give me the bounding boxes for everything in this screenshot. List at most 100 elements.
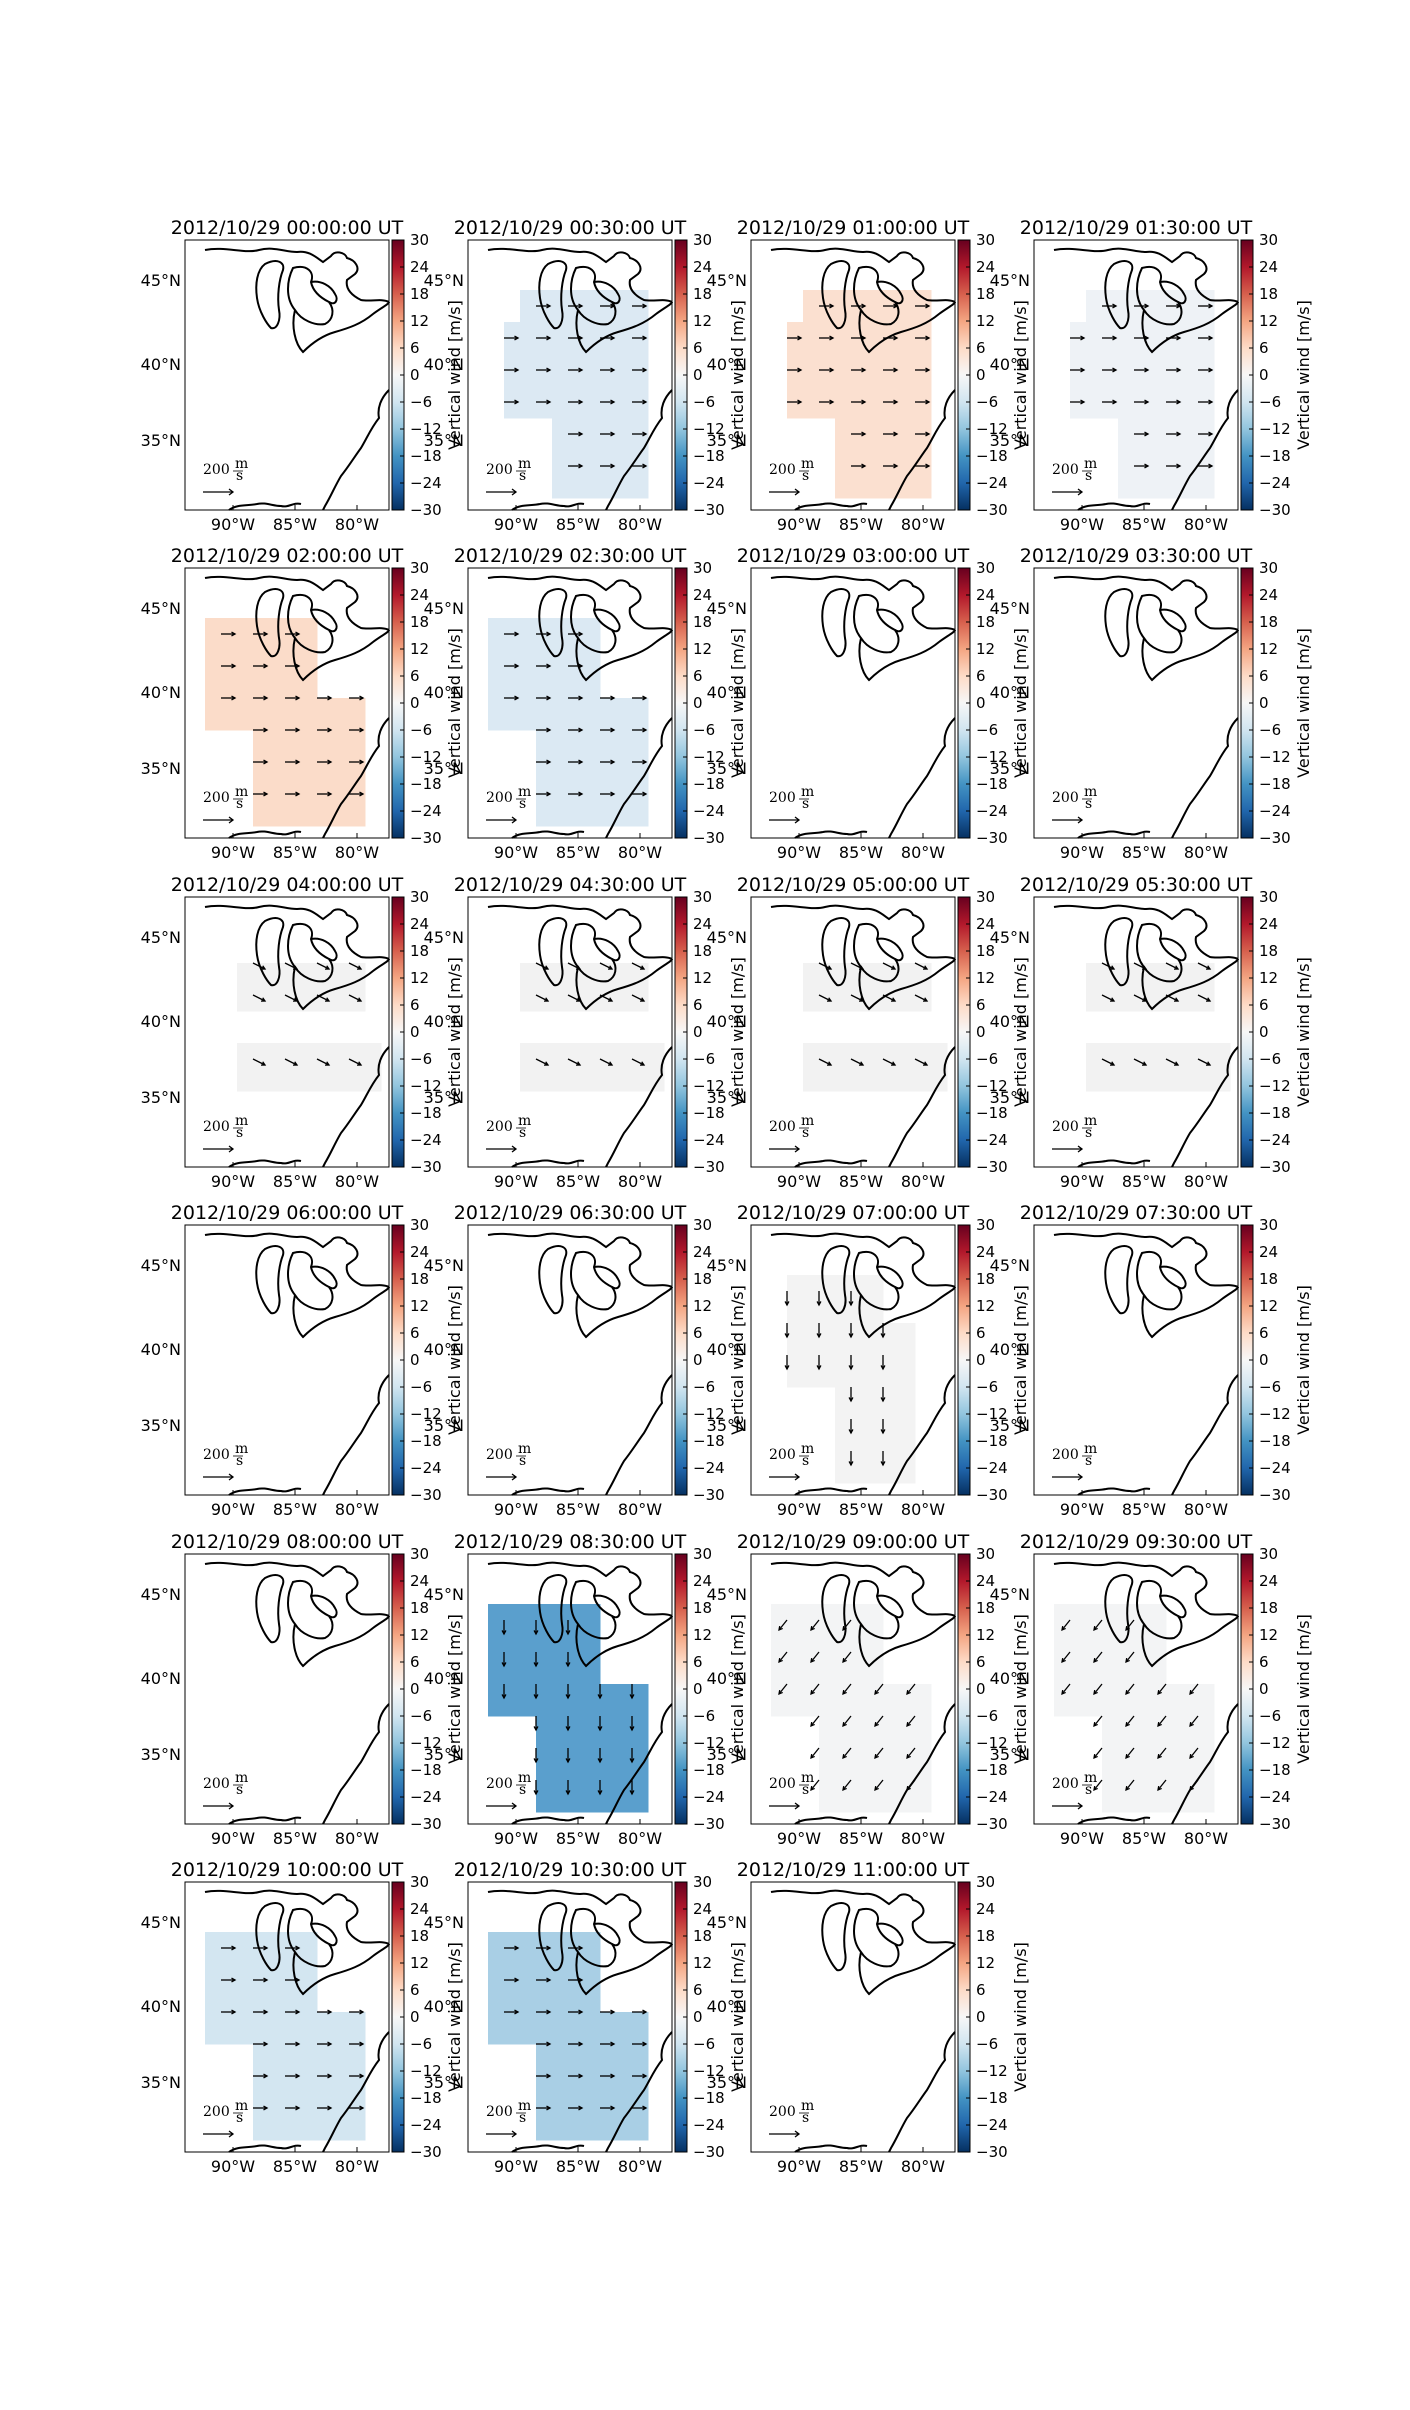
map-frame — [1033, 567, 1239, 839]
coverage-cell — [867, 482, 884, 499]
panel-title: 2012/10/29 06:30:00 UT — [454, 1202, 687, 1224]
colorbar-tick-label: 24 — [1259, 1572, 1278, 1590]
colorbar-tick-label: −12 — [976, 1734, 1008, 1752]
coverage-cell — [1182, 354, 1199, 371]
coverage-cell — [1134, 1059, 1151, 1076]
wind-arrowhead — [578, 431, 584, 437]
wind-arrow — [1133, 1058, 1147, 1066]
coverage-cell — [883, 466, 900, 483]
coverage-cell — [616, 354, 633, 371]
coverage-cell — [899, 434, 916, 451]
coverage-cell — [1118, 418, 1135, 435]
coverage-cell — [851, 1700, 868, 1717]
wind-arrowhead — [848, 1365, 854, 1371]
coverage-cell — [600, 2060, 617, 2077]
coverage-cell — [787, 1371, 804, 1388]
coverage-cell — [1102, 370, 1119, 387]
coverage-cell — [552, 1780, 569, 1797]
coverage-cell — [600, 434, 617, 451]
coverage-cell — [301, 963, 318, 980]
coverage-cell — [632, 466, 649, 483]
wind-arrowhead — [597, 1694, 603, 1700]
wind-arrowhead — [263, 1945, 269, 1951]
colorbar-tick-label: −12 — [976, 2062, 1008, 2080]
colorbar-tick-label: 30 — [976, 559, 995, 577]
wind-vectors — [818, 962, 929, 1066]
coverage-cell — [269, 2028, 286, 2045]
coverage-cell — [600, 714, 617, 731]
coverage-cell — [285, 2044, 302, 2061]
colorbar-tick-label: −12 — [693, 420, 725, 438]
coverage-cell — [600, 963, 617, 980]
colorbar-tick-label: −18 — [976, 447, 1008, 465]
coverage-cell — [1198, 466, 1215, 483]
wind-arrowhead — [861, 399, 867, 405]
colorbar-tick-label: 30 — [693, 888, 712, 906]
coverage-cell — [835, 979, 852, 996]
coverage-cell — [851, 482, 868, 499]
coverage-cell — [237, 698, 254, 715]
coverage-cell — [883, 1419, 900, 1436]
wind-arrowhead — [1176, 463, 1182, 469]
x-tick-label: 85°W — [273, 843, 317, 862]
wind-arrowhead — [1205, 997, 1212, 1002]
wind-arrowhead — [263, 1977, 269, 1983]
wind-arrowhead — [359, 727, 365, 733]
coverage-cell — [787, 322, 804, 339]
coverage-cell — [1102, 1732, 1119, 1749]
wind-arrowhead — [1173, 965, 1180, 970]
coverage-cell — [253, 2124, 270, 2141]
colorbar-tick-label: −30 — [693, 1486, 725, 1504]
coverage-cell — [883, 1435, 900, 1452]
coverage-cell — [552, 402, 569, 419]
scale-key-unit-num: m — [1084, 1770, 1097, 1786]
coverage-cell — [333, 810, 350, 827]
x-tick-label: 80°W — [335, 1500, 379, 1519]
wind-coverage — [488, 1604, 649, 1813]
coverage-cell — [616, 762, 633, 779]
colorbar-tick-label: 0 — [693, 1680, 703, 1698]
coverage-cell — [883, 1371, 900, 1388]
coverage-cell — [536, 682, 553, 699]
scale-key-label: 200 — [1052, 462, 1079, 478]
coverage-cell — [568, 2092, 585, 2109]
colorbar-tick-label: −24 — [410, 1459, 442, 1477]
colorbar-tick-label: 18 — [693, 942, 712, 960]
wind-arrow — [874, 1715, 884, 1727]
map-frame — [750, 239, 956, 511]
colorbar-tick-label: 18 — [976, 613, 995, 631]
coverage-cell — [632, 434, 649, 451]
wind-arrowhead — [893, 463, 899, 469]
coverage-cell — [520, 1964, 537, 1981]
wind-coverage — [1070, 290, 1215, 499]
coverage-cell — [520, 290, 537, 307]
scale-key-arrowhead — [228, 488, 235, 496]
coverage-cell — [317, 2124, 334, 2141]
x-tick-label: 80°W — [901, 1500, 945, 1519]
coverage-cell — [520, 714, 537, 731]
coverage-cell — [867, 1796, 884, 1813]
colorbar-tick-label: −18 — [410, 1432, 442, 1450]
coverage-cell — [1070, 1684, 1087, 1701]
coverage-cell — [568, 698, 585, 715]
coverage-cell — [835, 386, 852, 403]
coverage-cell — [1118, 450, 1135, 467]
wind-arrowhead — [861, 303, 867, 309]
wind-arrowhead — [543, 1061, 550, 1066]
y-tick-label: 40°N — [424, 1012, 464, 1031]
wind-coverage — [488, 1932, 649, 2141]
x-tick-label: 80°W — [335, 1829, 379, 1848]
coverage-cell — [536, 1059, 553, 1076]
coverage-cell — [600, 810, 617, 827]
coverage-cell — [584, 682, 601, 699]
wind-vectors — [784, 1291, 886, 1467]
coverage-cell — [899, 290, 916, 307]
wind-arrowhead — [514, 399, 520, 405]
wind-arrowhead — [925, 431, 931, 437]
scale-key-label: 200 — [203, 1119, 230, 1135]
coverage-cell — [584, 386, 601, 403]
coverage-cell — [333, 730, 350, 747]
coverage-cell — [584, 794, 601, 811]
coverage-cell — [1150, 482, 1167, 499]
